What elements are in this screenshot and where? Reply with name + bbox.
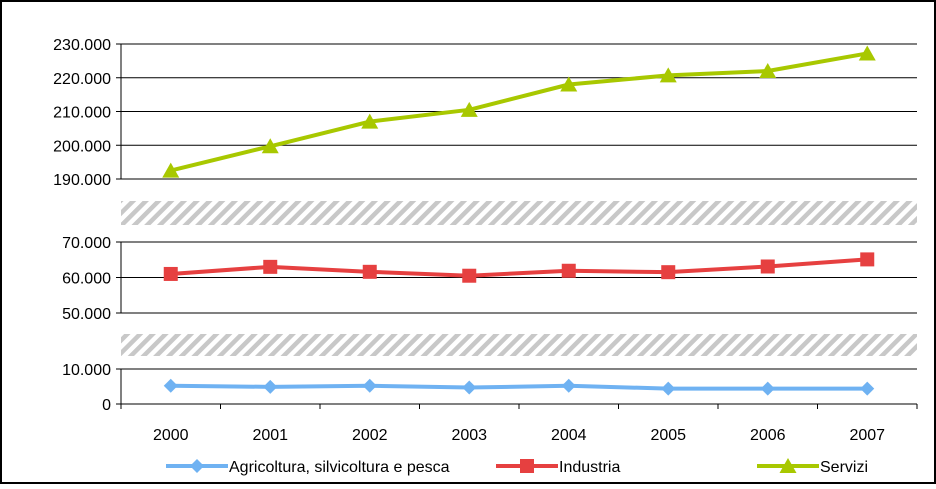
data-point-agricoltura (462, 380, 477, 395)
data-point-servizi (361, 113, 379, 129)
legend-label-industria: Industria (559, 459, 620, 476)
data-point-industria (661, 265, 676, 280)
x-tick-label: 2000 (153, 427, 189, 444)
legend-marker-industria (520, 459, 534, 473)
x-tick-label: 2004 (551, 427, 587, 444)
data-point-agricoltura (561, 378, 576, 393)
legend-label-servizi: Servizi (820, 459, 868, 476)
y-tick-label: 60.000 (62, 271, 111, 288)
x-tick-label: 2001 (252, 427, 288, 444)
x-tick-label: 2005 (650, 427, 686, 444)
axis-break-band (121, 201, 917, 225)
y-tick-label: 230.000 (53, 37, 111, 54)
x-tick-label: 2007 (849, 427, 885, 444)
series-line-agricoltura (170, 383, 868, 391)
data-point-agricoltura (760, 381, 775, 396)
legend-marker-servizi (779, 458, 797, 473)
data-point-servizi (261, 138, 279, 154)
legend-marker-agricoltura (190, 459, 204, 473)
data-point-industria (362, 264, 377, 279)
y-tick-label: 50.000 (62, 306, 111, 323)
y-tick-label: 70.000 (62, 235, 111, 252)
legend-label-agricoltura: Agricoltura, silvicoltura e pesca (229, 459, 450, 476)
data-point-agricoltura (661, 381, 676, 396)
y-tick-label: 190.000 (53, 172, 111, 189)
data-point-agricoltura (263, 379, 278, 394)
series-line-servizi (170, 51, 868, 173)
data-point-industria (462, 268, 477, 283)
data-point-agricoltura (163, 378, 178, 393)
x-tick-label: 2003 (451, 427, 487, 444)
x-tick-label: 2006 (750, 427, 786, 444)
x-tick-label: 2002 (352, 427, 388, 444)
data-point-servizi (659, 67, 677, 83)
data-point-agricoltura (860, 381, 875, 396)
y-tick-label: 10.000 (62, 362, 111, 379)
data-point-industria (163, 266, 178, 281)
data-point-servizi (460, 101, 478, 117)
y-tick-label: 200.000 (53, 138, 111, 155)
y-tick-label: 0 (102, 397, 111, 414)
y-tick-label: 210.000 (53, 105, 111, 122)
data-point-industria (760, 259, 775, 274)
series-line-industria (170, 257, 868, 278)
data-point-servizi (759, 63, 777, 78)
axis-break-band (121, 334, 917, 356)
data-point-industria (263, 259, 278, 274)
data-point-servizi (560, 76, 578, 92)
data-point-agricoltura (362, 378, 377, 393)
data-point-servizi (858, 45, 876, 61)
data-point-servizi (162, 162, 180, 178)
data-point-industria (561, 263, 576, 278)
y-tick-label: 220.000 (53, 71, 111, 88)
data-point-industria (860, 252, 875, 267)
